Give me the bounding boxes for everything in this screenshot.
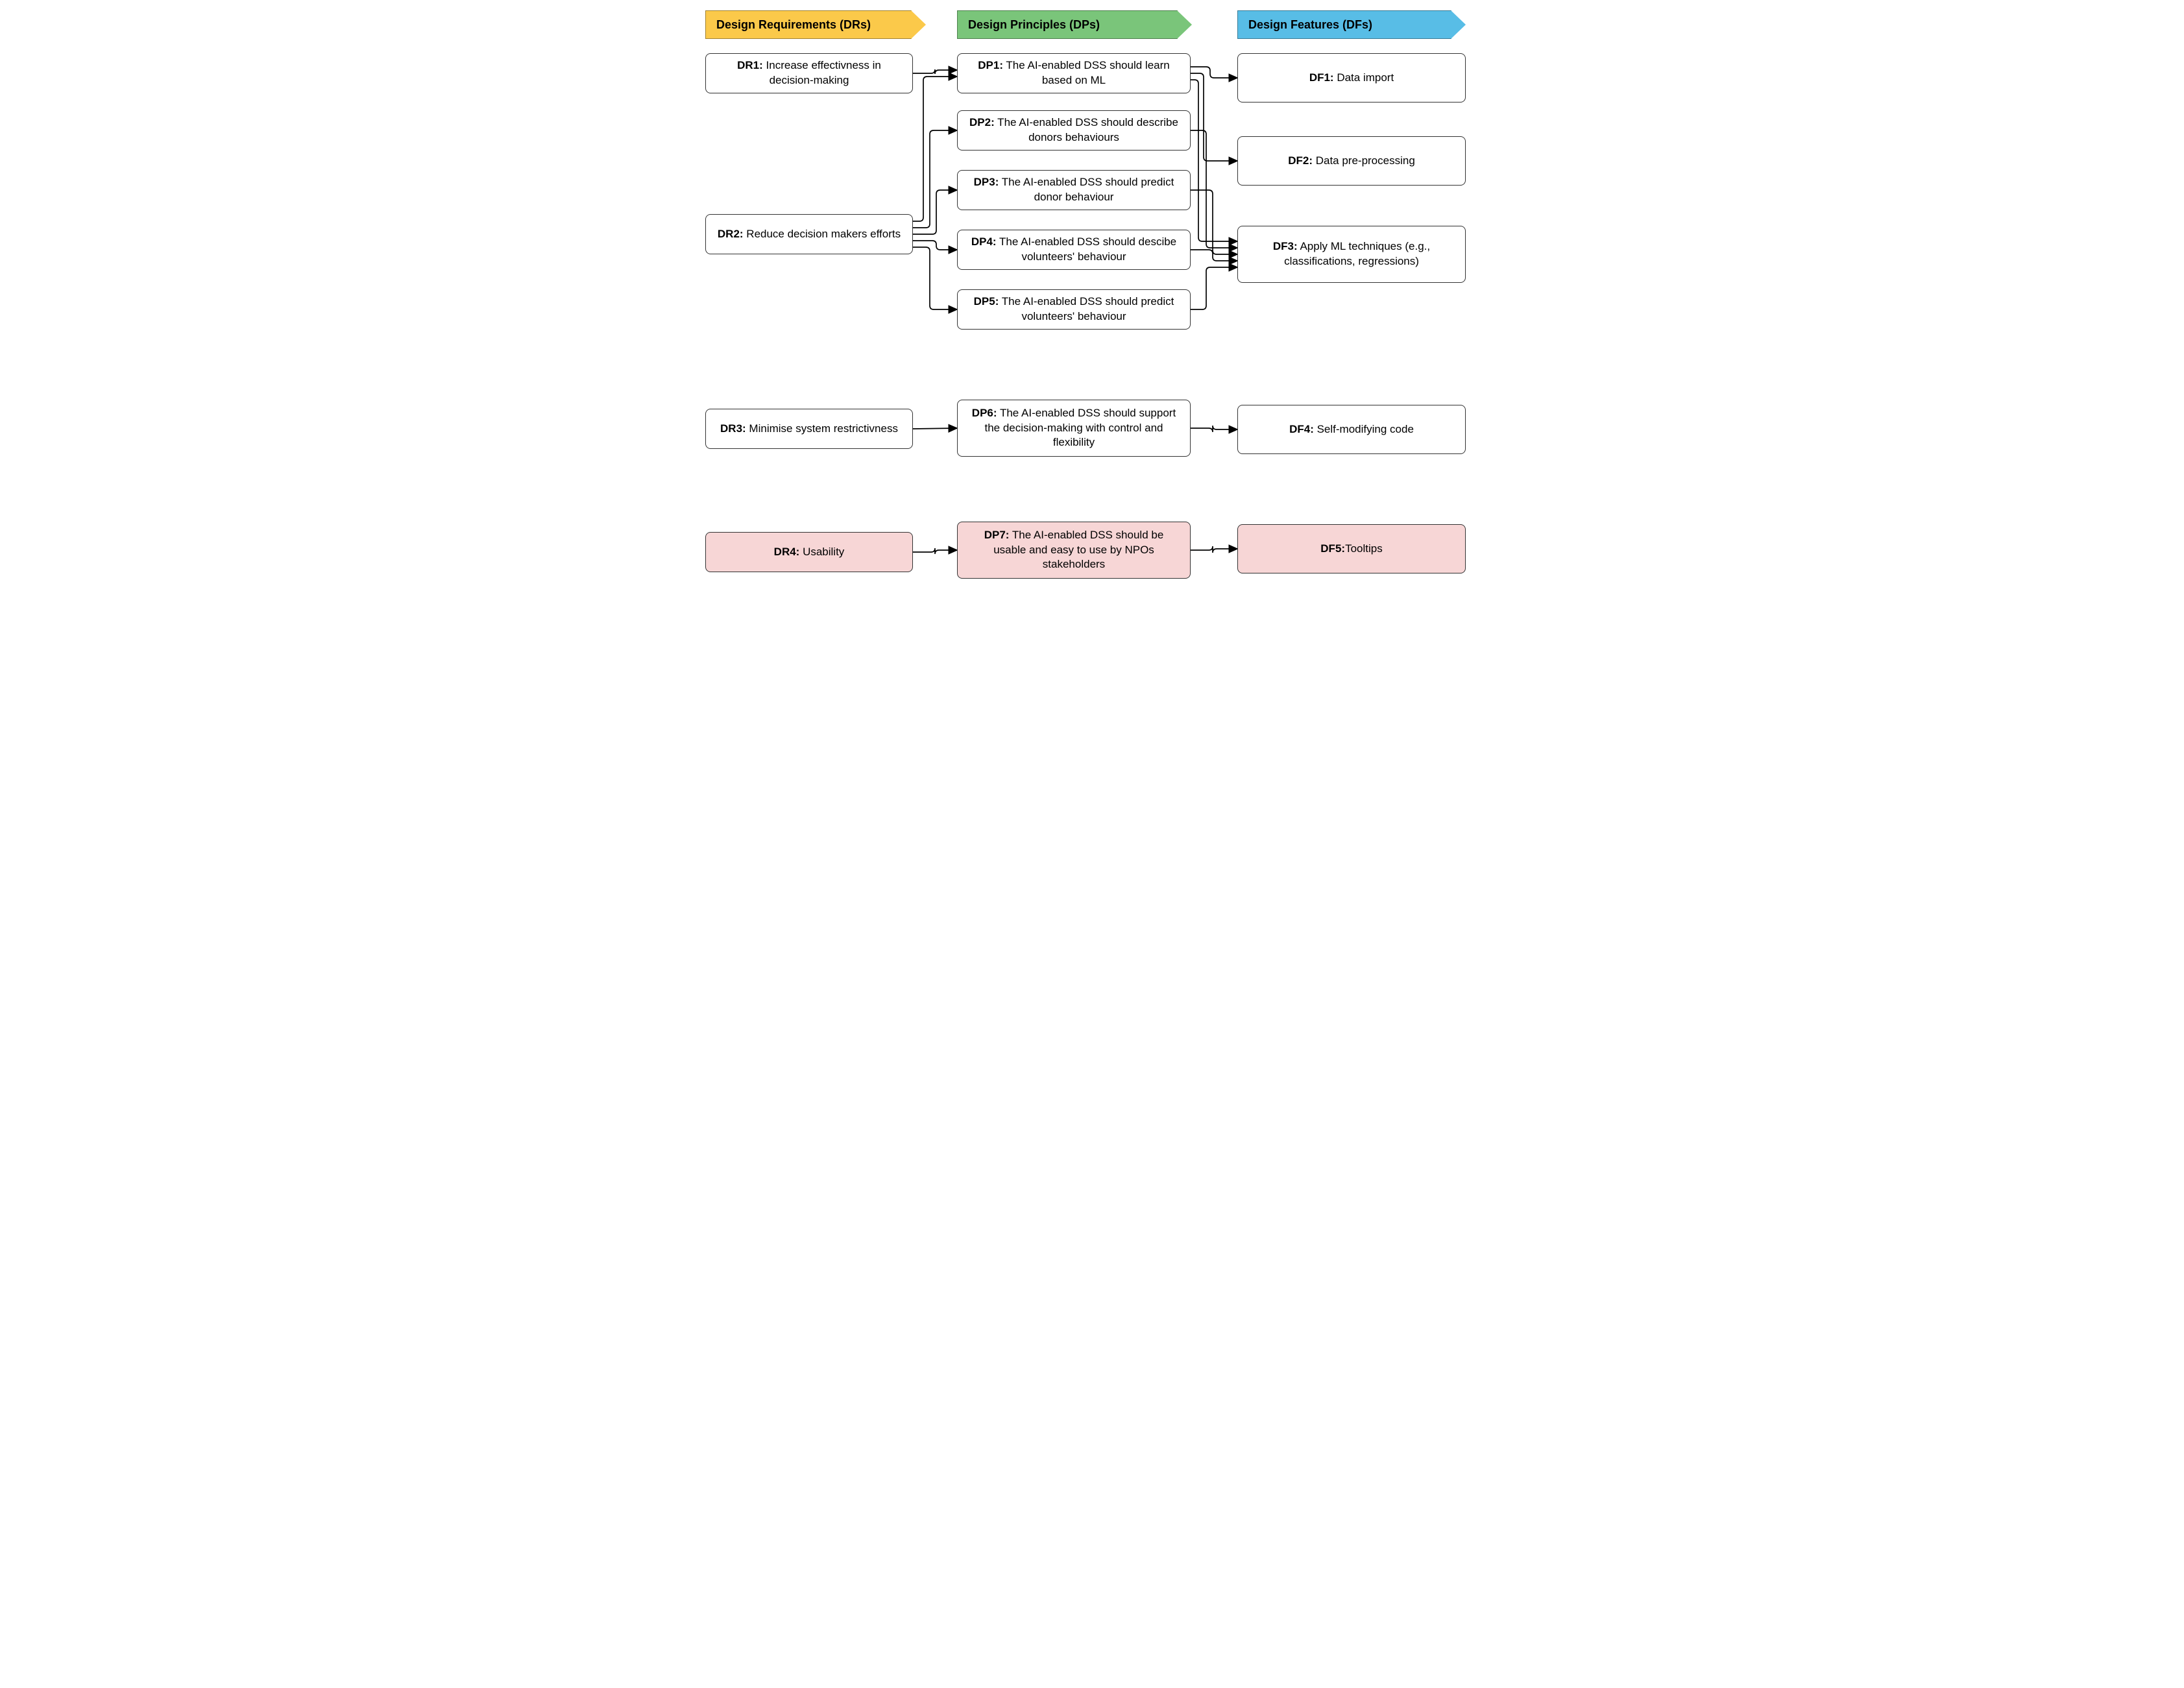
node-dp6: DP6: The AI-enabled DSS should support t… bbox=[957, 400, 1191, 457]
node-dr4-text: DR4: Usability bbox=[774, 545, 845, 560]
header-dp-label: Design Principles (DPs) bbox=[968, 18, 1100, 32]
edge-dr2-to-dp1 bbox=[913, 77, 957, 221]
node-dr1: DR1: Increase effectivness in decision-m… bbox=[705, 53, 913, 93]
edge-dr2-to-dp3 bbox=[913, 190, 957, 234]
diagram-canvas: Design Requirements (DRs) Design Princip… bbox=[692, 0, 1492, 623]
node-df1-text: DF1: Data import bbox=[1309, 71, 1394, 86]
edge-dp3-to-df3 bbox=[1191, 190, 1237, 254]
edge-dp5-to-df3 bbox=[1191, 267, 1237, 309]
edge-dp2-to-df3 bbox=[1191, 130, 1237, 248]
node-df2-text: DF2: Data pre-processing bbox=[1288, 154, 1415, 169]
header-df-label: Design Features (DFs) bbox=[1248, 18, 1372, 32]
node-dr3-text: DR3: Minimise system restrictivness bbox=[720, 422, 898, 437]
header-dr: Design Requirements (DRs) bbox=[705, 10, 912, 39]
node-dr2-text: DR2: Reduce decision makers efforts bbox=[718, 227, 901, 242]
node-dp2: DP2: The AI-enabled DSS should describe … bbox=[957, 110, 1191, 151]
node-dp1-text: DP1: The AI-enabled DSS should learn bas… bbox=[967, 58, 1181, 88]
node-df2: DF2: Data pre-processing bbox=[1237, 136, 1466, 186]
node-df4-text: DF4: Self-modifying code bbox=[1289, 422, 1414, 437]
node-dp3-text: DP3: The AI-enabled DSS should predict d… bbox=[967, 175, 1181, 205]
edge-dp1-to-df1 bbox=[1191, 67, 1237, 78]
edge-dr2-to-dp5 bbox=[913, 247, 957, 309]
node-dp5-text: DP5: The AI-enabled DSS should predict v… bbox=[967, 295, 1181, 324]
edge-dr3-to-dp6 bbox=[913, 428, 957, 429]
node-dp3: DP3: The AI-enabled DSS should predict d… bbox=[957, 170, 1191, 210]
header-df: Design Features (DFs) bbox=[1237, 10, 1451, 39]
node-dp4: DP4: The AI-enabled DSS should descibe v… bbox=[957, 230, 1191, 270]
node-df5: DF5:Tooltips bbox=[1237, 524, 1466, 573]
node-dp7: DP7: The AI-enabled DSS should be usable… bbox=[957, 522, 1191, 579]
node-dp5: DP5: The AI-enabled DSS should predict v… bbox=[957, 289, 1191, 330]
edge-dr2-to-dp2 bbox=[913, 130, 957, 228]
node-dr2: DR2: Reduce decision makers efforts bbox=[705, 214, 913, 254]
node-df1: DF1: Data import bbox=[1237, 53, 1466, 102]
header-dr-label: Design Requirements (DRs) bbox=[716, 18, 871, 32]
node-dr3: DR3: Minimise system restrictivness bbox=[705, 409, 913, 449]
node-df5-text: DF5:Tooltips bbox=[1320, 542, 1382, 557]
header-dp: Design Principles (DPs) bbox=[957, 10, 1178, 39]
edge-dr1-to-dp1 bbox=[913, 69, 957, 74]
node-dr4: DR4: Usability bbox=[705, 532, 913, 572]
edge-dp7-to-df5 bbox=[1191, 546, 1237, 553]
edge-dr4-to-dp7 bbox=[913, 548, 957, 554]
node-dp2-text: DP2: The AI-enabled DSS should describe … bbox=[967, 115, 1181, 145]
edge-dp4-to-df3 bbox=[1191, 250, 1237, 261]
edge-dp1-to-df2 bbox=[1191, 73, 1237, 161]
node-df3-text: DF3: Apply ML techniques (e.g., classifi… bbox=[1247, 239, 1456, 269]
node-df4: DF4: Self-modifying code bbox=[1237, 405, 1466, 454]
edge-dp1-to-df3 bbox=[1191, 80, 1237, 241]
edge-dr2-to-dp4 bbox=[913, 241, 957, 250]
node-dp1: DP1: The AI-enabled DSS should learn bas… bbox=[957, 53, 1191, 93]
node-dp7-text: DP7: The AI-enabled DSS should be usable… bbox=[967, 528, 1181, 573]
node-dp4-text: DP4: The AI-enabled DSS should descibe v… bbox=[967, 235, 1181, 265]
edge-dp6-to-df4 bbox=[1191, 426, 1237, 432]
node-dp6-text: DP6: The AI-enabled DSS should support t… bbox=[967, 406, 1181, 451]
node-dr1-text: DR1: Increase effectivness in decision-m… bbox=[715, 58, 903, 88]
node-df3: DF3: Apply ML techniques (e.g., classifi… bbox=[1237, 226, 1466, 283]
